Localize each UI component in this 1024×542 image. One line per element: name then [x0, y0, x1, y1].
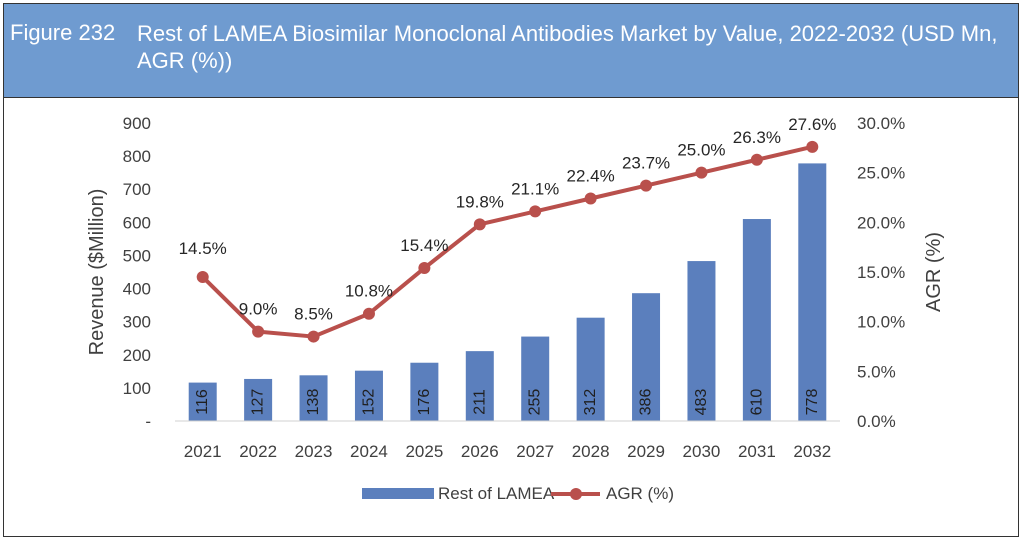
bar-data-label: 778 — [804, 389, 821, 416]
bar-data-label: 312 — [582, 389, 599, 416]
agr-data-label: 27.6% — [788, 115, 836, 134]
figure-header: Figure 232 Rest of LAMEA Biosimilar Mono… — [4, 4, 1018, 98]
y-axis-title: Revenue ($Million) — [86, 189, 108, 356]
bar — [687, 261, 716, 421]
bar — [576, 317, 605, 421]
y-tick-label: 300 — [123, 313, 151, 332]
y-tick-label: 100 — [123, 379, 151, 398]
agr-data-label: 19.8% — [456, 192, 504, 211]
agr-point — [750, 153, 763, 166]
bar-data-label: 176 — [416, 389, 433, 416]
agr-data-label: 8.5% — [294, 305, 333, 324]
y-tick-label: - — [145, 412, 151, 431]
y-tick-label: 800 — [123, 147, 151, 166]
agr-line — [201, 144, 813, 339]
y-tick-label: 700 — [123, 180, 151, 199]
agr-point — [695, 166, 708, 179]
agr-point — [584, 192, 597, 205]
bar — [188, 382, 217, 421]
bar — [299, 375, 328, 421]
agr-point — [252, 325, 265, 338]
x-tick-label: 2030 — [683, 442, 721, 461]
legend-label-bar: Rest of LAMEA — [438, 484, 555, 503]
legend-label-line: AGR (%) — [606, 484, 674, 503]
agr-point — [196, 270, 209, 283]
y-tick-label: 200 — [123, 346, 151, 365]
x-tick-label: 2029 — [627, 442, 665, 461]
bar — [465, 351, 494, 421]
bar-data-label: 483 — [693, 389, 710, 416]
bar — [632, 293, 661, 421]
y-tick-label: 400 — [123, 280, 151, 299]
agr-point — [529, 205, 542, 218]
y2-tick-label: 25.0% — [857, 164, 905, 183]
agr-data-label: 26.3% — [733, 128, 781, 147]
x-tick-label: 2026 — [461, 442, 499, 461]
x-tick-label: 2023 — [295, 442, 333, 461]
agr-point — [418, 262, 431, 275]
agr-data-label: 10.8% — [345, 282, 393, 301]
bar — [521, 336, 550, 421]
bar-data-label: 386 — [638, 389, 655, 416]
bar — [742, 219, 771, 421]
x-tick-label: 2021 — [184, 442, 222, 461]
agr-point — [307, 330, 320, 343]
y2-tick-label: 20.0% — [857, 213, 905, 232]
bar — [244, 378, 273, 421]
bar — [354, 370, 383, 421]
agr-data-label: 22.4% — [567, 166, 615, 185]
x-tick-label: 2024 — [350, 442, 388, 461]
x-tick-label: 2031 — [738, 442, 776, 461]
x-tick-label: 2022 — [239, 442, 277, 461]
legend-swatch-bar — [362, 488, 434, 499]
x-tick-label: 2028 — [572, 442, 610, 461]
agr-data-label: 14.5% — [179, 239, 227, 258]
y-tick-label: 900 — [123, 114, 151, 133]
bar — [410, 362, 439, 421]
figure-title: Rest of LAMEA Biosimilar Monoclonal Anti… — [137, 21, 998, 73]
bar-data-label: 116 — [194, 389, 211, 415]
bar-data-label: 138 — [305, 389, 322, 416]
legend-swatch-marker — [570, 488, 582, 500]
bar-data-label: 610 — [748, 389, 765, 416]
x-tick-label: 2027 — [516, 442, 554, 461]
agr-data-label: 21.1% — [511, 179, 559, 198]
y2-tick-label: 10.0% — [857, 313, 905, 332]
y-tick-label: 600 — [123, 213, 151, 232]
bar-data-label: 255 — [527, 389, 544, 416]
figure-label: Figure 232 — [10, 20, 116, 45]
bar-data-label: 211 — [471, 389, 488, 415]
y-tick-label: 500 — [123, 246, 151, 265]
y2-tick-label: 15.0% — [857, 263, 905, 282]
x-tick-label: 2032 — [793, 442, 831, 461]
x-tick-label: 2025 — [405, 442, 443, 461]
agr-data-label: 15.4% — [400, 236, 448, 255]
agr-point — [473, 218, 486, 231]
bar-data-label: 152 — [360, 389, 377, 416]
y2-tick-label: 30.0% — [857, 114, 905, 133]
y2-tick-label: 5.0% — [857, 362, 896, 381]
agr-point — [640, 179, 653, 192]
bar-data-label: 127 — [250, 389, 267, 416]
y2-tick-label: 0.0% — [857, 412, 896, 431]
agr-point — [806, 140, 819, 153]
agr-data-label: 9.0% — [239, 300, 278, 319]
agr-point — [362, 307, 375, 320]
figure-frame: Figure 232 Rest of LAMEA Biosimilar Mono… — [3, 3, 1019, 537]
y2-axis-title: AGR (%) — [923, 232, 945, 312]
bar — [798, 163, 827, 421]
agr-data-label: 25.0% — [677, 141, 725, 160]
agr-data-label: 23.7% — [622, 154, 670, 173]
